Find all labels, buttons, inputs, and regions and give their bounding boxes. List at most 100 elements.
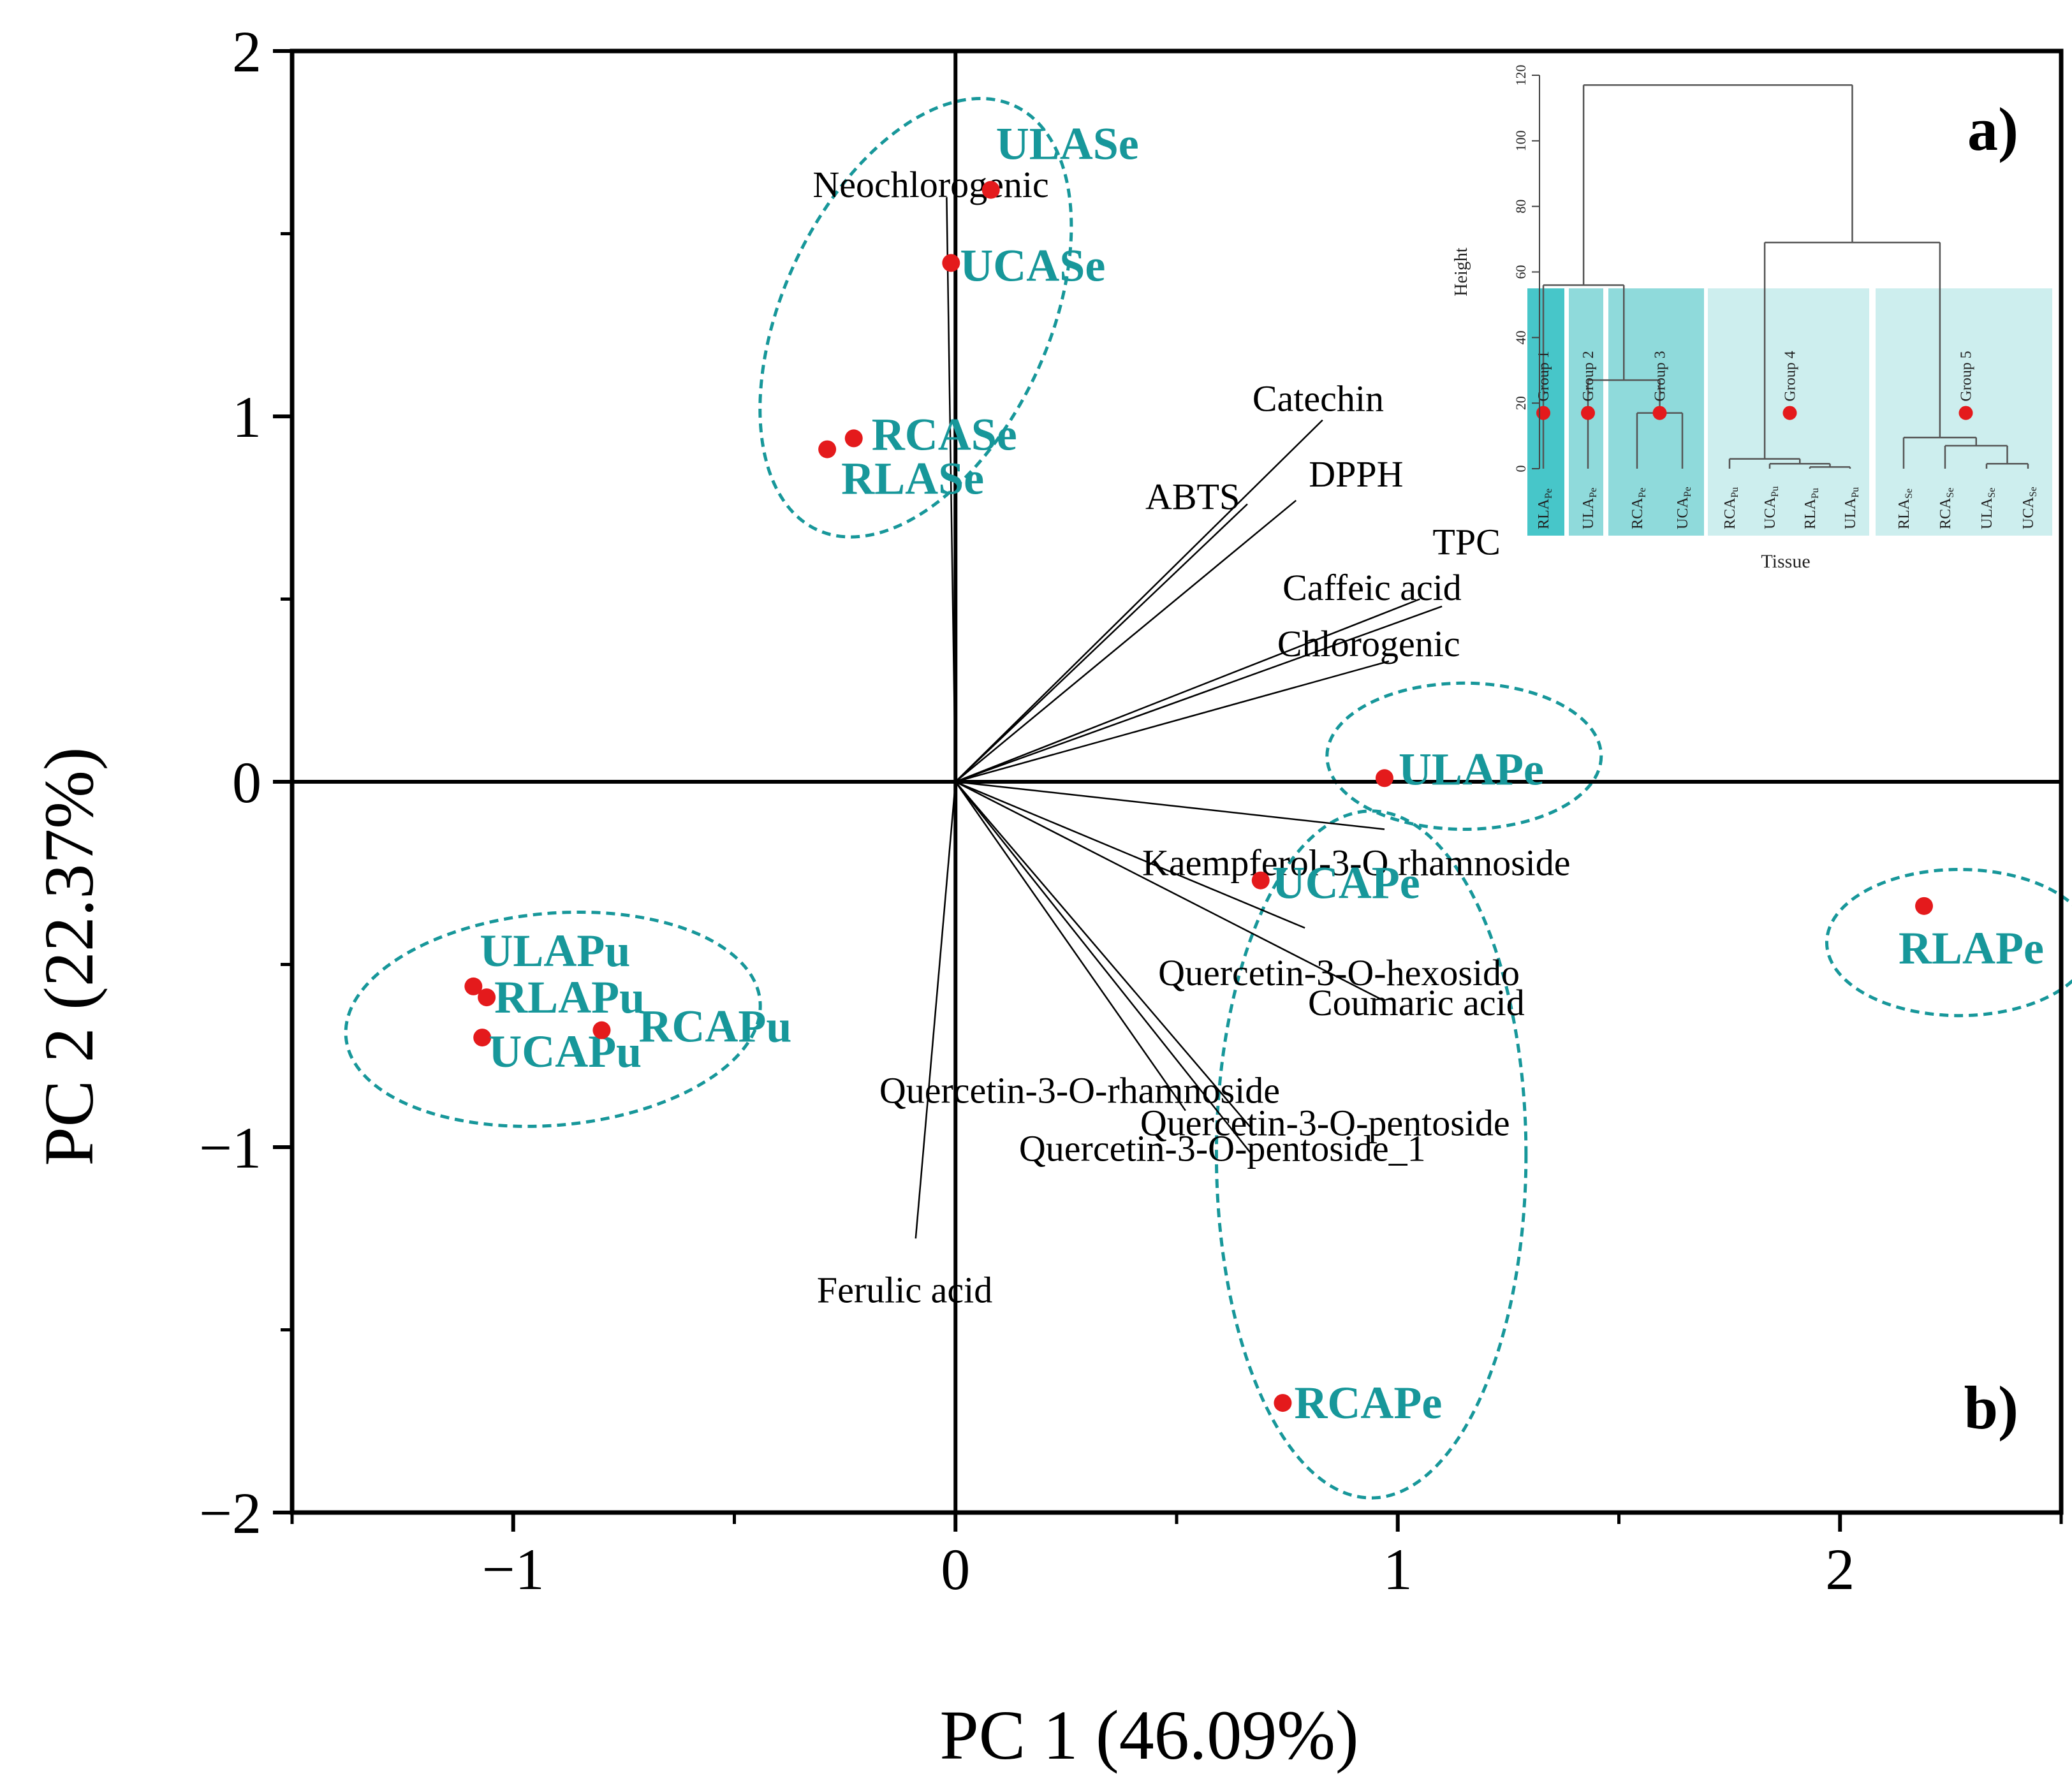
- dendrogram-y-tick-label: 0: [1513, 465, 1529, 473]
- x-tick-label: 2: [1825, 1537, 1855, 1602]
- point-label-ucape: UCAPe: [1272, 858, 1420, 909]
- dendrogram-y-tick-label: 40: [1513, 330, 1529, 344]
- loading-line-quercetin-3-o-pentoside: [955, 781, 1253, 1130]
- panel-b-label: b): [1964, 1374, 2018, 1442]
- group-ellipses: [344, 96, 2072, 1500]
- point-rlase: [818, 440, 837, 458]
- loading-label-coumaric-acid: Coumaric acid: [1308, 982, 1525, 1023]
- dendrogram-y-tick-label: 100: [1513, 130, 1529, 151]
- leaf-label: UCAPu: [1762, 486, 1781, 529]
- dendrogram-y-tick-label: 80: [1513, 200, 1529, 214]
- loading-line-quercetin-3-o-pentoside-1: [955, 781, 1253, 1155]
- leaf-label-subscript: Pe: [1588, 488, 1599, 498]
- x-tick-label: 0: [941, 1537, 970, 1602]
- loading-line-kaempferol-3-o-rhamnoside: [955, 780, 1385, 830]
- point-ulape: [1375, 769, 1393, 788]
- y-tick-label: 0: [232, 750, 261, 815]
- ellipse-pe-group: [1214, 809, 1528, 1500]
- dendrogram-inset: Group 1 Group 2 Group 3 Group 4 Group 5RLAPe…: [1451, 65, 2052, 572]
- leaf-label-subscript: Pe: [1682, 487, 1693, 497]
- loading-line-dpph: [955, 499, 1297, 782]
- loading-vectors: Neochlorogenic Catechin ABTS DPPH TPCCaffeic…: [812, 164, 1570, 1310]
- point-ulase: [981, 180, 1000, 199]
- leaf-label-subscript: Pu: [1850, 487, 1861, 498]
- leaf-label-subscript: Pu: [1770, 486, 1781, 497]
- y-tick-label: −1: [199, 1115, 261, 1180]
- reference-lines: [292, 51, 2061, 1513]
- group-label-group-2: Group 2: [1580, 351, 1597, 401]
- leaf-label: ULAPu: [1842, 487, 1861, 529]
- point-rlape: [1915, 897, 1934, 915]
- y-tick-label: 2: [232, 19, 261, 84]
- x-axis-title: PC 1 (46.09%): [940, 1696, 1359, 1774]
- loading-line-tpc: [955, 598, 1420, 783]
- loading-line-quercetin-3-o-hexosido: [955, 780, 1305, 929]
- y-tick-label: 1: [232, 385, 261, 450]
- loading-line-caffeic-acid: [955, 605, 1443, 783]
- y-tick-label: −2: [199, 1481, 261, 1546]
- point-ulapu: [464, 977, 483, 995]
- x-tick-label: 1: [1383, 1537, 1413, 1602]
- point-rlapu: [478, 988, 496, 1007]
- loading-line-chlorogenic: [955, 660, 1390, 783]
- dendrogram-y-tick-label: 120: [1513, 65, 1529, 86]
- loading-label-tpc: TPC: [1432, 522, 1500, 563]
- leaf-label-subscript: Se: [1904, 488, 1914, 499]
- loading-line-coumaric-acid: [955, 780, 1385, 1002]
- loading-label-chlorogenic: Chlorogenic: [1277, 623, 1460, 664]
- point-label-rcapu: RCAPu: [638, 1001, 791, 1052]
- group-marker-group-1: [1536, 406, 1550, 420]
- point-label-rcape: RCAPe: [1294, 1377, 1442, 1428]
- leaf-label-subscript: Pu: [1730, 487, 1740, 498]
- point-label-ulapu: ULAPu: [480, 925, 630, 976]
- group-marker-group-3: [1652, 406, 1667, 420]
- loading-line-catechin: [955, 419, 1323, 782]
- point-label-rlase: RLASe: [841, 453, 984, 504]
- leaf-label-subscript: Se: [1945, 488, 1956, 498]
- group-label-group-4: Group 4: [1782, 351, 1799, 401]
- loading-label-quercetin-3-o-hexosido: Quercetin-3-O-hexosido: [1158, 952, 1520, 993]
- point-label-ulase: ULASe: [996, 119, 1139, 170]
- leaf-label-subscript: Pe: [1543, 488, 1554, 499]
- loading-line-quercetin-3-o-rhamnoside: [955, 781, 1186, 1111]
- group-marker-group-4: [1782, 406, 1797, 420]
- point-rcape: [1274, 1394, 1292, 1412]
- point-ucapu: [473, 1029, 492, 1047]
- loading-label-dpph: DPPH: [1309, 453, 1403, 495]
- loading-label-catechin: Catechin: [1253, 378, 1384, 420]
- point-label-ulape: ULAPe: [1399, 744, 1544, 795]
- loading-label-caffeic-acid: Caffeic acid: [1282, 567, 1462, 608]
- point-label-rcase: RCASe: [872, 409, 1017, 460]
- point-ucase: [942, 254, 960, 272]
- point-label-rlape: RLAPe: [1899, 923, 2044, 974]
- leaf-label-subscript: Se: [2028, 487, 2039, 497]
- loading-line-ferulic-acid: [915, 781, 957, 1239]
- point-label-ucase: UCASe: [960, 240, 1105, 291]
- loading-label-abts: ABTS: [1145, 476, 1240, 518]
- group-marker-group-2: [1581, 406, 1595, 420]
- leaf-label-subscript: Pe: [1637, 488, 1648, 498]
- ellipse-se-group: [758, 96, 1073, 539]
- point-label-ucapu: UCAPu: [489, 1026, 642, 1077]
- axis-ticks: −1 0 1 2 −2 −1 0 1 2: [199, 19, 2063, 1602]
- point-rcase: [844, 429, 863, 448]
- leaf-label-subscript: Pu: [1810, 488, 1821, 499]
- group-label-group-5: Group 5: [1958, 351, 1975, 401]
- y-axis-title: PC 2 (22.37%): [30, 747, 108, 1166]
- loading-label-neochlorogenic: Neochlorogenic: [812, 164, 1048, 205]
- loading-label-quercetin-3-o-pentoside-1: Quercetin-3-O-pentoside_1: [1019, 1127, 1426, 1169]
- point-ucape: [1251, 871, 1270, 890]
- ellipse-rlape-group: [1825, 868, 2072, 1018]
- loading-label-quercetin-3-o-pentoside: Quercetin-3-O-pentoside: [1140, 1102, 1510, 1143]
- point-rcapu: [592, 1021, 611, 1039]
- group-marker-group-5: [1958, 406, 1973, 420]
- x-tick-label: −1: [482, 1537, 545, 1602]
- group-label-group-3: Group 3: [1652, 351, 1669, 401]
- loading-label-ferulic-acid: Ferulic acid: [817, 1269, 992, 1310]
- loading-line-abts: [955, 503, 1248, 782]
- ellipse-ulape-group: [1325, 681, 1603, 831]
- panel-a-label: a): [1967, 95, 2018, 163]
